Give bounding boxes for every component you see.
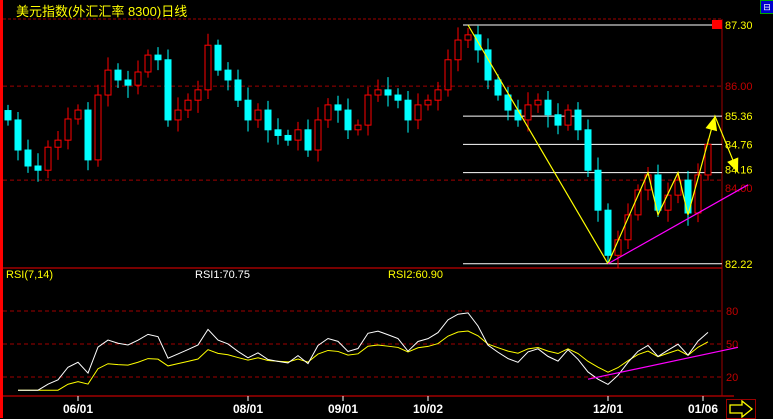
candle-up [374,89,382,96]
date-label: 09/01 [328,402,358,416]
candle-down [274,129,282,136]
indicator-name: RSI(7,14) [6,269,54,281]
candle-up [704,143,712,176]
candle-down [124,79,132,86]
candle-down [244,99,252,121]
candle-up [74,109,82,120]
rsi2-value: RSI2:60.90 [388,269,444,281]
candle-up [364,94,372,126]
candle-down [654,174,662,211]
candle-down [404,99,412,121]
candle-up [44,146,52,171]
last-price-marker [712,20,722,29]
date-label: 01/06 [688,402,718,416]
rsi-tick-label: 80 [726,306,738,318]
window-menu-icon[interactable]: ⊟ [760,0,773,14]
candle-up [324,104,332,121]
candle-up [134,71,142,86]
candle-up [174,109,182,121]
left-edge-bar [0,0,3,418]
candle-down [264,109,272,131]
fib-level-label: 85.36 [725,111,753,123]
candle-down [334,104,342,111]
candle-down [304,129,312,151]
fib-level-label: 82.22 [725,259,753,271]
candle-down [594,169,602,211]
candle-up [454,39,462,61]
candle-up [414,104,422,121]
candle-down [384,89,392,96]
candle-up [104,69,112,96]
candle-up [184,99,192,111]
candle-down [494,79,502,96]
rsi2-line [18,330,709,391]
candle-up [444,59,452,91]
date-label: 08/01 [233,402,263,416]
candle-down [34,165,42,171]
candle-up [314,119,322,151]
candle-up [194,89,202,101]
rsi-support-trendline [587,346,739,380]
fib-level-label: 87.30 [725,20,753,32]
candle-down [214,44,222,71]
candle-down [554,114,562,126]
candle-down [114,69,122,81]
candle-up [64,118,72,141]
candle-up [54,139,62,148]
rsi-tick-label: 20 [726,372,738,384]
candle-down [84,109,92,161]
support-trendline [607,184,749,265]
fib-level-label: 84.76 [725,139,753,151]
scroll-right-button[interactable] [726,399,756,419]
candle-down [4,110,12,121]
candle-down [584,129,592,171]
rsi1-value: RSI1:70.75 [195,269,251,281]
candle-down [224,69,232,81]
candle-down [284,134,292,141]
candle-up [664,194,672,211]
price-grid-label: 86.00 [725,81,753,93]
rsi1-line [18,312,709,391]
fib-level-label: 84.16 [725,165,753,177]
candle-down [344,109,352,131]
candle-up [694,174,702,214]
projection-arrowhead [727,157,739,173]
candle-down [154,54,162,61]
candle-down [544,99,552,116]
candle-up [294,129,302,141]
projection-arrowhead [705,116,718,132]
candle-down [234,79,242,101]
candle-up [564,109,572,126]
decline-line [467,24,609,265]
candle-down [14,119,22,151]
candle-up [524,104,532,121]
candle-down [604,209,612,256]
date-label: 10/02 [413,402,443,416]
candle-up [354,124,362,131]
candle-up [254,109,262,121]
candle-up [424,99,432,106]
candle-down [164,59,172,121]
candle-up [94,94,102,161]
candle-up [624,214,632,241]
date-label: 06/01 [63,402,93,416]
candle-up [204,44,212,91]
candle-down [394,94,402,101]
chart-title: 美元指数(外汇汇率 8300)日线 [16,4,188,19]
candle-up [144,54,152,73]
candle-up [634,189,642,216]
arrow-right-icon [729,400,754,418]
candle-up [434,89,442,101]
candle-down [574,109,582,131]
date-label: 12/01 [593,402,623,416]
candle-down [504,94,512,111]
price-grid-label: 84.00 [725,183,753,195]
candle-up [534,99,542,106]
candle-down [24,149,32,167]
candle-up [464,34,472,41]
